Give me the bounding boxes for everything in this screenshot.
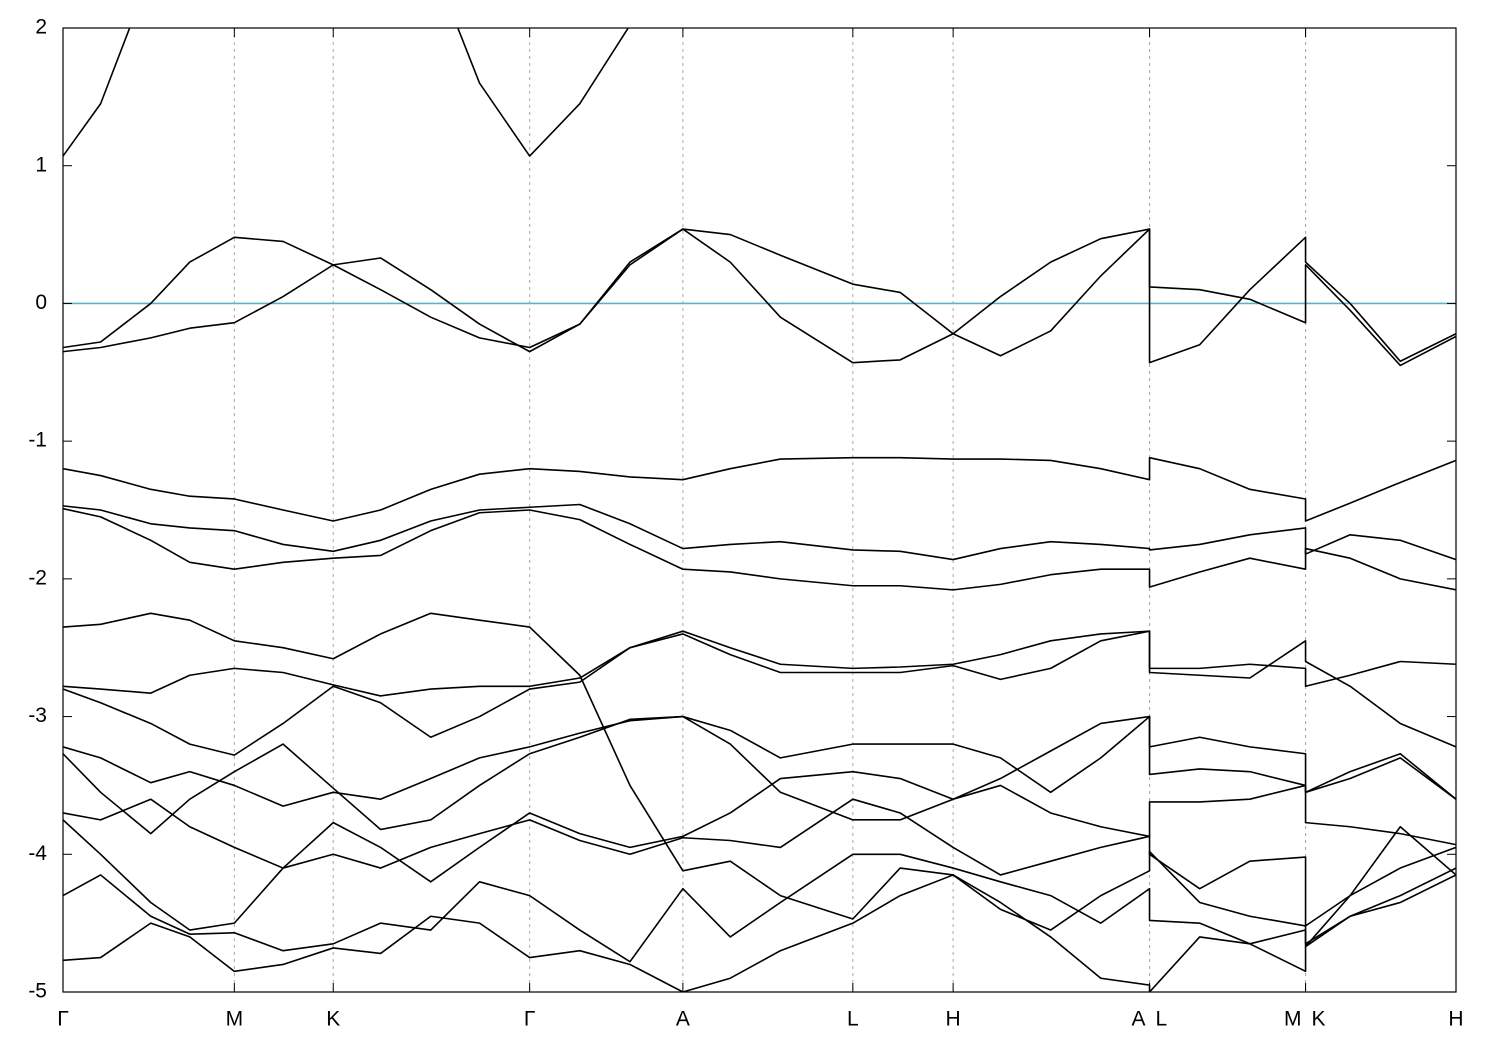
y-tick-label: -2 <box>28 566 47 589</box>
y-tick-label: -1 <box>28 429 47 452</box>
y-tick-label: -4 <box>28 842 47 865</box>
x-tick-label: L <box>1156 1008 1168 1031</box>
x-tick-label: K <box>326 1008 340 1031</box>
band <box>63 228 1456 364</box>
band <box>63 28 630 157</box>
x-tick-label: A <box>1132 1008 1146 1031</box>
x-tick-label: H <box>946 1008 961 1031</box>
y-tick-label: -3 <box>28 704 47 727</box>
x-tick-label: A <box>676 1008 690 1031</box>
y-tick-label: 2 <box>35 16 47 39</box>
plot-area <box>63 28 1456 992</box>
band <box>63 503 1456 561</box>
plot-frame <box>62 27 1457 993</box>
x-tick-label: Γ <box>524 1008 536 1031</box>
band <box>63 798 1456 948</box>
band <box>63 612 1456 931</box>
y-tick-label: -5 <box>28 980 47 1003</box>
y-tick-label: 1 <box>35 153 47 176</box>
band <box>63 630 1456 756</box>
band <box>63 228 1456 367</box>
x-tick-label: M <box>226 1008 244 1031</box>
band <box>63 715 1456 835</box>
x-tick-label: H <box>1448 1008 1463 1031</box>
band <box>63 874 1456 992</box>
band <box>63 456 1456 522</box>
x-tick-label: Γ <box>57 1008 69 1031</box>
y-tick-label: 0 <box>35 291 47 314</box>
x-tick-label: M <box>1284 1008 1302 1031</box>
band <box>63 630 1456 748</box>
band <box>63 770 1456 883</box>
band <box>63 853 1456 963</box>
band <box>63 715 1456 821</box>
band <box>63 507 1456 591</box>
x-tick-label: L <box>847 1008 859 1031</box>
x-tick-label: K <box>1312 1008 1326 1031</box>
